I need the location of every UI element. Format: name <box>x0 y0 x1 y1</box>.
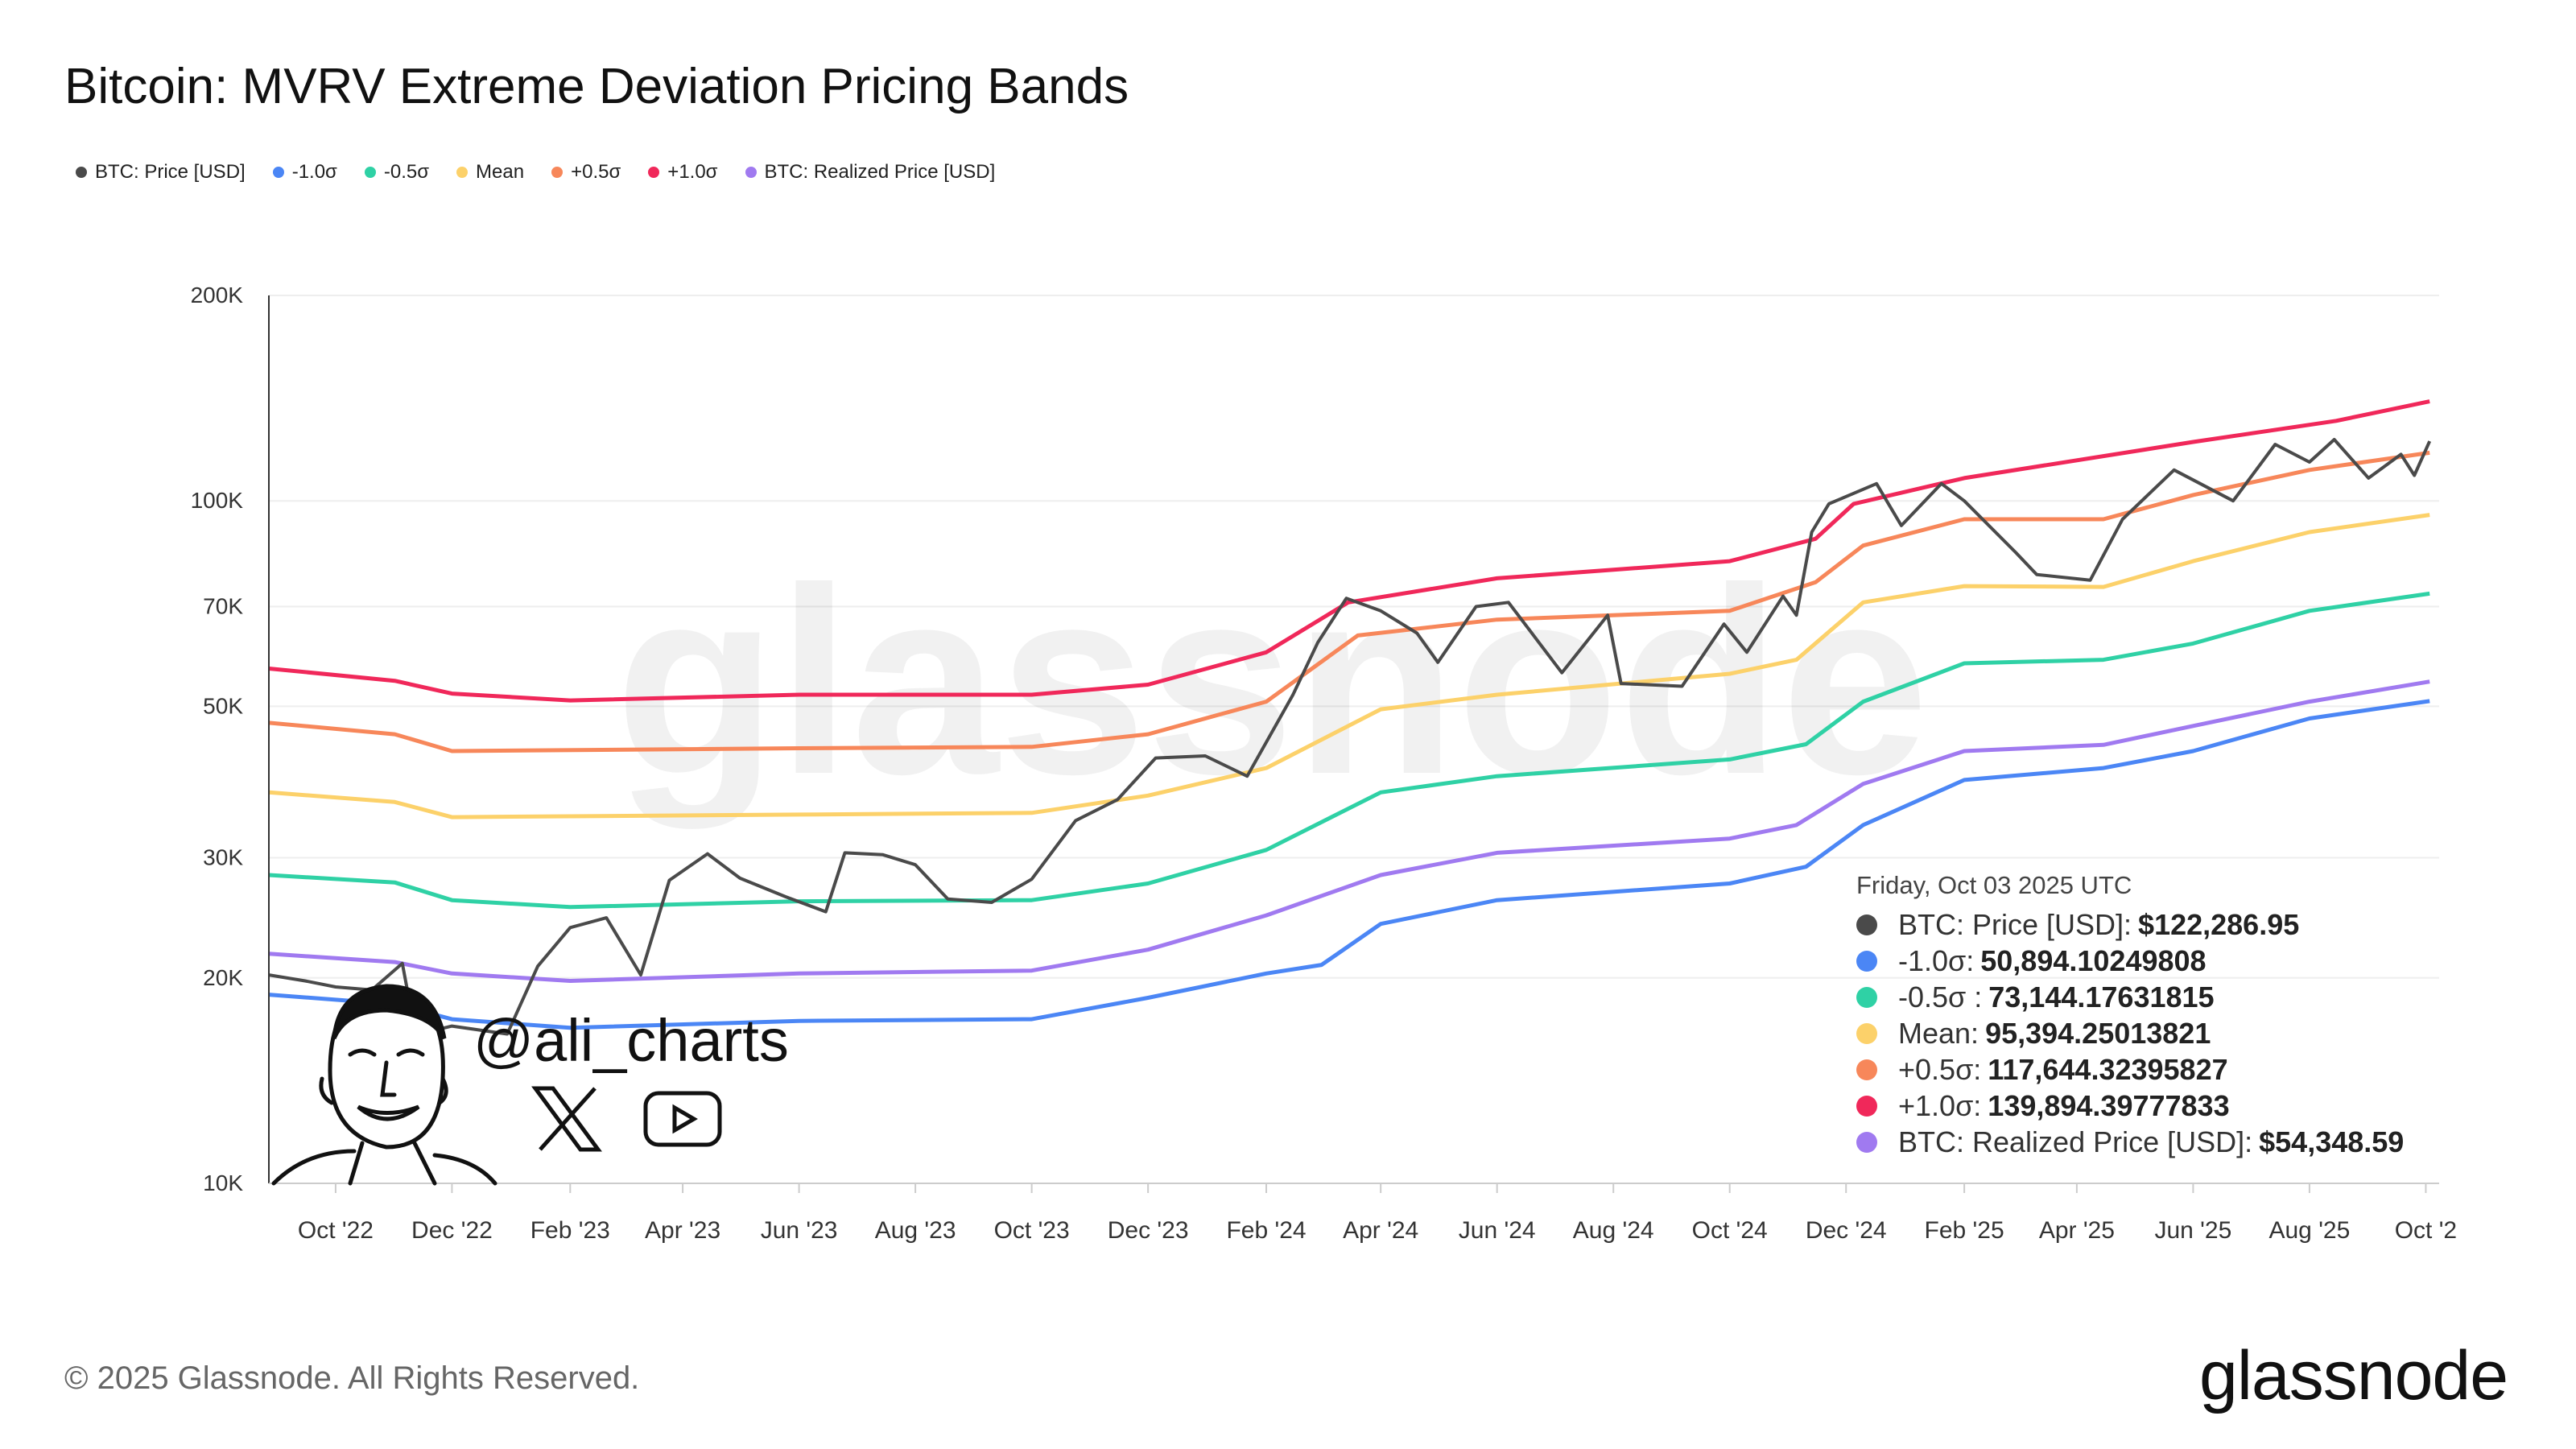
tooltip-value: 139,894.39777833 <box>1988 1088 2230 1122</box>
series-line-5 <box>268 699 2430 1030</box>
legend-dot-icon <box>648 167 660 178</box>
legend-item[interactable]: -0.5σ <box>364 161 430 184</box>
series-dot-icon <box>1856 986 1877 1008</box>
tooltip-row: +0.5σ: 117,644.32395827 <box>1856 1051 2404 1088</box>
series-dot-icon <box>1856 914 1877 935</box>
tooltip-label: +1.0σ: <box>1898 1088 1982 1122</box>
tooltip-label: BTC: Price [USD]: <box>1898 907 2132 941</box>
legend-label: +0.5σ <box>571 161 621 183</box>
avatar-logo <box>271 984 497 1186</box>
y-tick-label: 100K <box>191 488 244 513</box>
tooltip-row: -0.5σ :73,144.17631815 <box>1856 979 2404 1015</box>
x-tick-label: Apr '23 <box>645 1217 720 1244</box>
tooltip-row: -1.0σ: 50,894.10249808 <box>1856 943 2404 979</box>
tooltip-value: 95,394.25013821 <box>1985 1016 2211 1050</box>
series-dot-icon <box>1856 950 1877 972</box>
series-line-2 <box>268 513 2430 819</box>
legend-label: Mean <box>476 161 525 183</box>
author-handle: @ali_charts <box>473 1007 789 1074</box>
tooltip-label: Mean: <box>1898 1016 1979 1050</box>
series-line-0 <box>268 399 2430 703</box>
legend-dot-icon <box>272 167 284 178</box>
legend-item[interactable]: BTC: Realized Price [USD] <box>745 161 996 184</box>
legend-dot-icon <box>364 167 376 178</box>
tooltip-value: $54,348.59 <box>2259 1125 2405 1158</box>
legend-label: BTC: Realized Price [USD] <box>764 161 996 183</box>
legend-item[interactable]: BTC: Price [USD] <box>76 161 246 184</box>
x-tick-label: Oct '24 <box>1692 1217 1768 1244</box>
glassnode-logo: glassnode <box>2199 1337 2508 1414</box>
tooltip-label: -1.0σ: <box>1898 943 1975 977</box>
tooltip-value: 117,644.32395827 <box>1988 1052 2228 1086</box>
legend: BTC: Price [USD] -1.0σ -0.5σ Mean +0.5σ +1.0σ… <box>76 161 995 184</box>
tooltip-row: +1.0σ: 139,894.39777833 <box>1856 1088 2404 1124</box>
y-tick-label: 70K <box>203 594 243 619</box>
y-tick-label: 20K <box>203 965 243 990</box>
legend-label: -0.5σ <box>383 161 430 183</box>
watermark: glassnode <box>615 532 1929 831</box>
legend-label: +1.0σ <box>667 161 718 183</box>
legend-item[interactable]: Mean <box>456 161 524 184</box>
y-tick-label: 200K <box>191 283 244 308</box>
tooltip-value: 73,144.17631815 <box>1988 980 2215 1013</box>
tooltip-value: $122,286.95 <box>2138 907 2300 941</box>
youtube-icon[interactable] <box>643 1091 722 1147</box>
x-tick-label: Apr '24 <box>1343 1217 1418 1244</box>
x-tick-label: Dec '24 <box>1806 1217 1887 1244</box>
legend-dot-icon <box>745 167 757 178</box>
legend-item[interactable]: +1.0σ <box>648 161 718 184</box>
x-tick-label: Dec '22 <box>411 1217 493 1244</box>
x-tick-label: Feb '24 <box>1226 1217 1306 1244</box>
x-tick-label: Jun '25 <box>2154 1217 2231 1244</box>
y-tick-label: 50K <box>203 693 243 718</box>
x-tick-label: Feb '23 <box>530 1217 610 1244</box>
legend-dot-icon <box>551 167 564 178</box>
x-tick-label: Oct '22 <box>298 1217 374 1244</box>
series-line-6 <box>268 438 2432 1037</box>
legend-label: BTC: Price [USD] <box>95 161 246 183</box>
x-tick-label: Aug '24 <box>1573 1217 1654 1244</box>
legend-item[interactable]: +0.5σ <box>551 161 621 184</box>
y-tick-label: 30K <box>203 845 243 870</box>
chart-title: Bitcoin: MVRV Extreme Deviation Pricing … <box>64 59 1129 114</box>
x-tick-label: Oct '2 <box>2395 1217 2457 1244</box>
tooltip-label: -0.5σ : <box>1898 980 1983 1013</box>
x-tick-label: Jun '23 <box>761 1217 838 1244</box>
legend-item[interactable]: -1.0σ <box>272 161 337 184</box>
x-tick-label: Oct '23 <box>994 1217 1070 1244</box>
x-icon[interactable] <box>531 1086 602 1152</box>
legend-dot-icon <box>456 167 469 178</box>
series-line-1 <box>268 450 2430 753</box>
series-dot-icon <box>1856 1022 1877 1044</box>
series-dot-icon <box>1856 1131 1877 1153</box>
tooltip-label: +0.5σ: <box>1898 1052 1982 1086</box>
x-tick-label: Feb '25 <box>1925 1217 2004 1244</box>
series-dot-icon <box>1856 1059 1877 1080</box>
legend-dot-icon <box>76 167 87 178</box>
x-tick-label: Jun '24 <box>1459 1217 1536 1244</box>
series-dot-icon <box>1856 1095 1877 1117</box>
legend-label: -1.0σ <box>291 161 337 183</box>
tooltip-label: BTC: Realized Price [USD]: <box>1898 1125 2253 1158</box>
series-line-3 <box>268 591 2430 910</box>
x-tick-label: Dec '23 <box>1108 1217 1189 1244</box>
x-tick-label: Aug '25 <box>2268 1217 2350 1244</box>
tooltip-row: Mean: 95,394.25013821 <box>1856 1015 2404 1051</box>
series-line-4 <box>268 679 2430 983</box>
y-tick-label: 10K <box>203 1170 243 1195</box>
tooltip-date: Friday, Oct 03 2025 UTC <box>1856 871 2132 899</box>
tooltip-row: BTC: Realized Price [USD]: $54,348.59 <box>1856 1124 2404 1160</box>
tooltip-row: BTC: Price [USD]: $122,286.95 <box>1856 906 2404 943</box>
copyright: © 2025 Glassnode. All Rights Reserved. <box>64 1360 640 1396</box>
tooltip-value: 50,894.10249808 <box>1980 943 2207 977</box>
tooltip: Friday, Oct 03 2025 UTC BTC: Price [USD]… <box>1856 871 2404 1160</box>
x-tick-label: Aug '23 <box>875 1217 956 1244</box>
x-tick-label: Apr '25 <box>2039 1217 2115 1244</box>
